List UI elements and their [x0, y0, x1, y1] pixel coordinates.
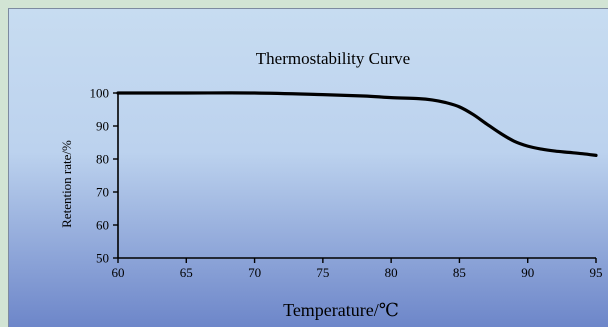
x-tick-label: 90 — [521, 265, 534, 280]
y-axis-label: Retention rate/% — [59, 140, 74, 228]
chart-background — [9, 9, 608, 327]
series-line — [116, 91, 598, 157]
chart-title: Thermostability Curve — [256, 49, 410, 68]
y-tick-label: 80 — [96, 152, 109, 167]
y-tick-label: 70 — [96, 185, 109, 200]
x-tick-label: 95 — [590, 265, 603, 280]
tick-marks — [113, 92, 597, 263]
y-tick-label: 60 — [96, 218, 109, 233]
x-tick-label: 80 — [385, 265, 398, 280]
series-group — [116, 91, 598, 157]
x-tick-label: 85 — [453, 265, 466, 280]
axes — [117, 93, 596, 259]
x-tick-label: 75 — [316, 265, 329, 280]
x-axis-label: Temperature/℃ — [283, 300, 399, 320]
x-tick-label: 60 — [112, 265, 125, 280]
x-tick-label: 70 — [248, 265, 261, 280]
y-tick-label: 100 — [90, 86, 110, 101]
y-tick-label: 50 — [96, 251, 109, 266]
chart-svg: Thermostability Curve 60 65 70 75 80 85 90 95 50… — [9, 9, 608, 327]
chart-frame: Thermostability Curve 60 65 70 75 80 85 90 95 50… — [8, 8, 608, 327]
y-tick-label: 90 — [96, 119, 109, 134]
x-tick-label: 65 — [180, 265, 193, 280]
